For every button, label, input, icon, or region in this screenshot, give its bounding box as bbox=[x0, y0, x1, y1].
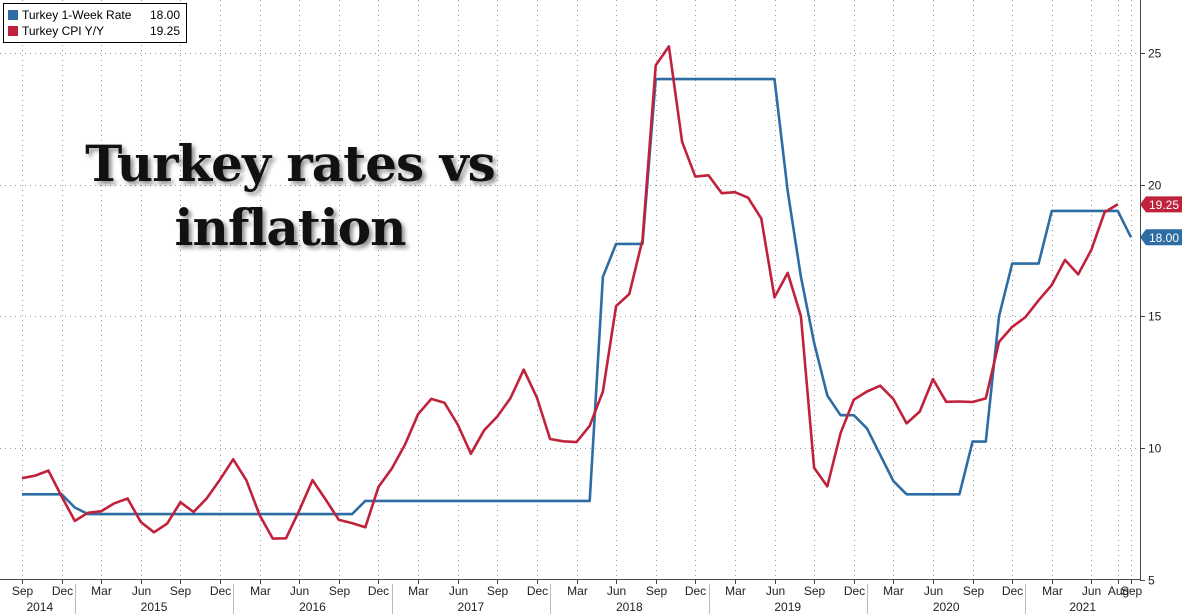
x-tick-label: Sep bbox=[804, 584, 826, 598]
x-tick-label: Dec bbox=[685, 584, 706, 598]
x-year-label: 2020 bbox=[933, 600, 960, 614]
x-tick-label: Jun bbox=[290, 584, 309, 598]
value-tag-label: 19.25 bbox=[1149, 198, 1179, 212]
x-year-label: 2015 bbox=[141, 600, 168, 614]
x-tick-label: Mar bbox=[567, 584, 588, 598]
last-value-tag-rate: 18.00 bbox=[1140, 229, 1182, 246]
legend: Turkey 1-Week Rate 18.00 Turkey CPI Y/Y … bbox=[3, 3, 187, 43]
last-value-tag-cpi: 19.25 bbox=[1140, 196, 1182, 213]
legend-value-cpi: 19.25 bbox=[149, 24, 180, 38]
y-tick-label: 10 bbox=[1148, 442, 1162, 456]
y-tick-label: 25 bbox=[1148, 47, 1162, 61]
x-tick-label: Jun bbox=[1082, 584, 1101, 598]
x-tick-label: Mar bbox=[91, 584, 112, 598]
x-tick-label: Sep bbox=[487, 584, 509, 598]
x-tick-label: Dec bbox=[368, 584, 389, 598]
overlay-title: Turkey rates vs inflation bbox=[80, 132, 500, 260]
series-layer bbox=[21, 45, 1133, 540]
y-tick-label: 20 bbox=[1148, 179, 1162, 193]
x-tick-label: Mar bbox=[883, 584, 904, 598]
x-year-label: 2019 bbox=[774, 600, 801, 614]
legend-item-cpi: Turkey CPI Y/Y 19.25 bbox=[8, 23, 180, 39]
x-tick-label: Dec bbox=[1002, 584, 1023, 598]
x-tick-label: Sep bbox=[646, 584, 668, 598]
y-tick-label: 15 bbox=[1148, 310, 1162, 324]
x-year-label: 2014 bbox=[26, 600, 53, 614]
x-tick-label: Sep bbox=[963, 584, 985, 598]
x-tick-label: Dec bbox=[52, 584, 73, 598]
overlay-title-line-1: Turkey rates vs bbox=[85, 134, 496, 193]
legend-label-rate: Turkey 1-Week Rate bbox=[22, 8, 132, 22]
x-tick-label: Dec bbox=[844, 584, 865, 598]
x-tick-label: Sep bbox=[1121, 584, 1143, 598]
x-tick-label: Mar bbox=[1042, 584, 1063, 598]
legend-swatch-rate bbox=[8, 10, 18, 20]
value-tag-label: 18.00 bbox=[1149, 231, 1179, 245]
x-tick-label: Jun bbox=[766, 584, 785, 598]
x-year-label: 2016 bbox=[299, 600, 326, 614]
legend-item-rate: Turkey 1-Week Rate 18.00 bbox=[8, 7, 180, 23]
x-tick-label: Mar bbox=[250, 584, 271, 598]
value-tag-shape bbox=[1140, 196, 1182, 213]
x-year-label: 2021 bbox=[1069, 600, 1096, 614]
x-tick-label: Mar bbox=[408, 584, 429, 598]
x-tick-label: Mar bbox=[725, 584, 746, 598]
grid-lines bbox=[0, 0, 1140, 580]
y-tick-label: 5 bbox=[1148, 574, 1155, 588]
x-tick-label: Sep bbox=[329, 584, 351, 598]
x-tick-label: Dec bbox=[210, 584, 231, 598]
x-year-label: 2018 bbox=[616, 600, 643, 614]
overlay-title-line-2: inflation bbox=[174, 198, 406, 257]
value-tag-shape bbox=[1140, 229, 1182, 246]
series-line-rate bbox=[22, 77, 1133, 516]
last-value-tags: 18.00 19.25 bbox=[1140, 196, 1182, 246]
x-tick-label: Jun bbox=[132, 584, 151, 598]
x-tick-label: Jun bbox=[607, 584, 626, 598]
x-tick-label: Dec bbox=[527, 584, 548, 598]
x-tick-label: Sep bbox=[12, 584, 34, 598]
x-tick-label: Aug bbox=[1108, 584, 1129, 598]
x-tick-label: Sep bbox=[170, 584, 192, 598]
y-axis-ticks: 5 10 15 20 25 bbox=[1140, 47, 1162, 588]
x-tick-label: Jun bbox=[924, 584, 943, 598]
legend-label-cpi: Turkey CPI Y/Y bbox=[22, 24, 105, 38]
series-line-cpi bbox=[21, 45, 1119, 540]
legend-swatch-cpi bbox=[8, 26, 18, 36]
x-year-label: 2017 bbox=[458, 600, 485, 614]
x-axis-ticks: Sep Dec Mar Jun Sep Dec Mar Jun Sep Dec Mar Jun Sep D… bbox=[12, 580, 1143, 614]
x-tick-label: Jun bbox=[449, 584, 468, 598]
legend-value-rate: 18.00 bbox=[149, 8, 180, 22]
